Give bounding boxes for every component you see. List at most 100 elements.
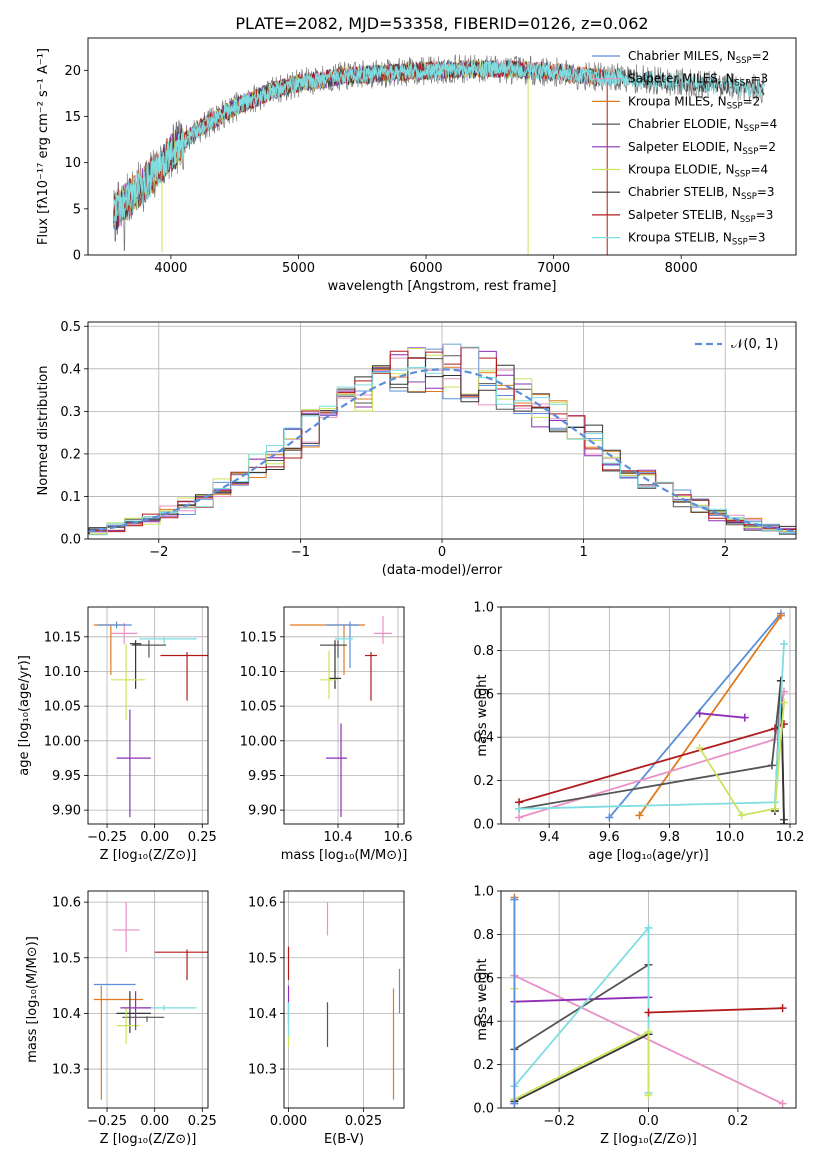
y-tick-label: 0.6	[473, 687, 494, 702]
y-tick-label: 0.4	[473, 731, 494, 746]
axes-frame	[500, 606, 797, 825]
x-axis-label: mass [log₁₀(M/M⊙)]	[281, 848, 408, 863]
plus-marker	[635, 811, 644, 820]
error-bars	[93, 621, 208, 818]
x-tick-label: 9.6	[599, 830, 620, 845]
y-tick-label: 0.3	[60, 405, 81, 420]
plus-marker	[779, 639, 788, 648]
plus-marker	[644, 923, 653, 932]
axes-frame	[283, 606, 405, 825]
legend-entry: Salpeter MILES, NSSP=3	[628, 72, 768, 89]
y-tick-label: 15	[64, 110, 81, 125]
y-tick-label: 10.15	[44, 630, 81, 645]
x-tick-label: 0.00	[140, 1114, 169, 1129]
x-tick-label: 10.6	[384, 830, 413, 845]
mass-weight-vs-metallicity-panel: −0.2 0.0 0.2 0.0 0.2 0.4 0.6 0.8 1.0 Z [log₁₀(Z/Z…	[473, 885, 797, 1147]
y-tick-label: 10.3	[248, 1063, 277, 1078]
weight-lines	[515, 609, 788, 824]
y-tick-label: 0	[73, 249, 81, 264]
y-tick-label: 0.2	[473, 774, 494, 789]
y-tick-label: 10.15	[240, 630, 277, 645]
y-tick-label: 0.8	[473, 928, 494, 943]
plus-marker	[515, 804, 524, 813]
residual-histogram-panel: −2 −1 0 1 2 0.0 0.1 0.2 0.3 0.4 0.5 (data-model)/er…	[36, 320, 797, 578]
y-tick-label: 0.5	[60, 320, 81, 335]
y-tick-label: 0.4	[473, 1015, 494, 1030]
x-tick-label: 7000	[537, 261, 570, 276]
plus-marker	[778, 1004, 787, 1013]
y-axis-label: mass weight	[475, 674, 490, 756]
axes-frame	[87, 890, 209, 1109]
plus-marker	[770, 804, 779, 813]
plus-marker	[767, 761, 776, 770]
y-tick-label: 10.6	[52, 896, 81, 911]
y-axis-label: mass [log₁₀(M/M⊙)]	[25, 936, 40, 1063]
plus-marker	[510, 895, 519, 904]
y-tick-label: 20	[64, 64, 81, 79]
x-tick-label: −0.2	[543, 1114, 575, 1129]
plus-marker	[644, 1028, 653, 1037]
y-tick-label: 0.0	[473, 818, 494, 833]
x-axis-label: Z [log₁₀(Z/Z⊙)]	[100, 1132, 197, 1147]
series-line-chabrier_stelib	[513, 1033, 649, 1103]
age-vs-mass-panel: 10.4 10.6 9.90 9.95 10.00 10.05 10.10 10.15 mass…	[240, 606, 413, 863]
y-tick-label: 1.0	[473, 601, 494, 616]
x-tick-label: 10.0	[715, 830, 744, 845]
x-tick-label: −0.25	[87, 1114, 127, 1129]
x-tick-label: 10.2	[776, 830, 805, 845]
y-tick-label: 1.0	[473, 885, 494, 900]
y-tick-label: 0.0	[60, 533, 81, 548]
y-tick-label: 10.10	[44, 665, 81, 680]
y-tick-label: 0.8	[473, 644, 494, 659]
x-tick-label: 0.000	[270, 1114, 307, 1129]
y-tick-label: 0.4	[60, 362, 81, 377]
y-tick-label: 10	[64, 156, 81, 171]
y-tick-label: 10.3	[52, 1063, 81, 1078]
series-line-salpeter_elodie	[699, 712, 745, 719]
plus-marker	[644, 1008, 653, 1017]
y-tick-label: 10.4	[248, 1007, 277, 1022]
x-axis-label: Z [log₁₀(Z/Z⊙)]	[600, 1132, 697, 1147]
plus-marker	[779, 820, 788, 824]
spectrum-lines	[112, 54, 765, 255]
plus-marker	[695, 709, 704, 718]
series-line-salpeter_stelib	[648, 1007, 783, 1014]
histogram-kroupa_stelib	[88, 343, 796, 536]
age-vs-metallicity-panel: −0.25 0.00 0.25 9.90 9.95 10.00 10.05 10.10 10.1…	[17, 606, 217, 863]
axes-frame	[87, 321, 797, 540]
x-tick-label: 2	[721, 545, 729, 560]
plus-marker	[515, 813, 524, 822]
spectrum-legend: Chabrier MILES, NSSP=2 Salpeter MILES, NS…	[592, 49, 777, 248]
x-tick-label: 10.4	[324, 830, 353, 845]
y-tick-label: 0.2	[473, 1058, 494, 1073]
y-tick-label: 0.0	[473, 1102, 494, 1117]
error-bars	[93, 902, 208, 1100]
y-axis-label: age [log₁₀(age/yr)]	[17, 655, 32, 776]
y-tick-label: 9.95	[52, 769, 81, 784]
histograms	[88, 343, 796, 536]
axes-frame	[283, 890, 405, 1109]
weight-lines	[510, 893, 787, 1108]
legend-entry: Chabrier ELODIE, NSSP=4	[628, 117, 777, 134]
x-tick-label: 1	[579, 545, 587, 560]
plus-marker	[740, 713, 749, 722]
x-tick-label: −2	[149, 545, 168, 560]
y-axis-label: Flux [fλ10⁻¹⁷ erg cm⁻² s⁻¹ A⁻¹]	[36, 48, 51, 245]
legend-entry: Salpeter STELIB, NSSP=3	[628, 208, 773, 225]
x-tick-label: 4000	[154, 261, 187, 276]
x-axis-label: E(B-V)	[324, 1132, 364, 1147]
x-tick-label: 0.025	[345, 1114, 382, 1129]
mass-vs-metallicity-panel: −0.25 0.00 0.25 10.3 10.4 10.5 10.6 Z [log₁₀(Z/…	[25, 890, 217, 1147]
x-tick-label: 0	[438, 545, 446, 560]
y-tick-label: 0.2	[60, 447, 81, 462]
y-tick-label: 10.00	[44, 734, 81, 749]
legend-entry: Chabrier STELIB, NSSP=3	[628, 185, 775, 202]
series-line-salpeter_elodie	[514, 996, 649, 1003]
plus-marker	[779, 698, 788, 707]
x-axis-label: age [log₁₀(age/yr)]	[588, 848, 709, 863]
plus-marker	[778, 1099, 787, 1108]
x-tick-label: −0.25	[87, 830, 127, 845]
x-tick-label: 0.00	[140, 830, 169, 845]
x-tick-label: −1	[291, 545, 310, 560]
x-tick-label: 0.25	[188, 830, 217, 845]
